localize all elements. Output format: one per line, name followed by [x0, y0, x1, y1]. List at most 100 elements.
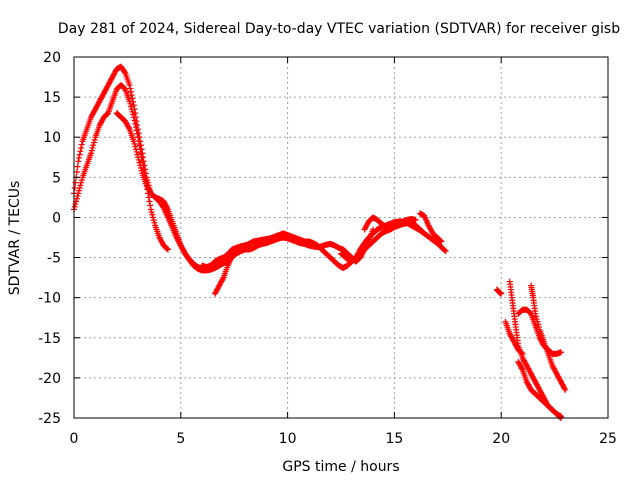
- data-point: [437, 237, 444, 244]
- data-point: [561, 385, 568, 392]
- data-point: [518, 365, 525, 372]
- data-point: [133, 148, 140, 155]
- data-point: [519, 350, 526, 357]
- data-point: [151, 219, 158, 226]
- data-point: [72, 201, 79, 208]
- data-point: [438, 238, 445, 245]
- data-point: [149, 211, 156, 218]
- data-point: [219, 275, 226, 282]
- data-point: [71, 203, 78, 210]
- data-point: [73, 168, 80, 175]
- data-point: [75, 158, 82, 165]
- data-point: [78, 179, 85, 186]
- data-point: [127, 85, 134, 92]
- series-track-n: [502, 318, 526, 357]
- data-point: [74, 163, 81, 170]
- data-point: [558, 349, 565, 356]
- data-point: [535, 321, 542, 328]
- data-point: [77, 182, 84, 189]
- data-point: [127, 88, 134, 95]
- data-point: [89, 144, 96, 151]
- series-track-l: [515, 358, 565, 420]
- data-point: [127, 100, 134, 107]
- y-tick-label: -20: [38, 371, 61, 387]
- y-tick-label: -25: [38, 411, 61, 427]
- data-point: [131, 117, 138, 124]
- data-point: [518, 350, 525, 357]
- chart-title: Day 281 of 2024, Sidereal Day-to-day VTE…: [58, 21, 620, 37]
- data-point: [90, 142, 97, 149]
- data-point: [137, 162, 144, 169]
- data-point: [145, 194, 152, 201]
- y-tick-label: 15: [43, 90, 61, 106]
- series-track-i: [493, 286, 505, 297]
- data-point: [75, 187, 82, 194]
- data-point: [135, 154, 142, 161]
- data-point: [129, 95, 136, 102]
- data-point: [131, 140, 138, 147]
- x-tick-label: 20: [492, 431, 510, 447]
- data-point: [534, 318, 541, 325]
- data-point: [130, 111, 137, 118]
- data-point: [562, 386, 569, 393]
- y-tick-label: 0: [52, 210, 61, 226]
- marks-layer: [71, 63, 569, 421]
- ticks-layer: [73, 56, 609, 419]
- data-point: [533, 313, 540, 320]
- data-point: [136, 159, 143, 166]
- x-tick-label: 25: [599, 431, 617, 447]
- data-point: [132, 124, 139, 131]
- data-point: [72, 179, 79, 186]
- series-track-a: [71, 63, 236, 271]
- x-tick-label: 10: [279, 431, 297, 447]
- data-point: [90, 139, 97, 146]
- data-point: [121, 68, 128, 75]
- y-tick-label: 20: [43, 50, 61, 66]
- series-track-b: [71, 82, 171, 253]
- x-tick-label: 15: [385, 431, 403, 447]
- y-tick-label: -10: [38, 291, 61, 307]
- data-point: [88, 147, 95, 154]
- x-axis-label: GPS time / hours: [282, 459, 399, 475]
- data-point: [132, 143, 139, 150]
- data-point: [135, 134, 142, 141]
- data-point: [133, 127, 140, 134]
- data-point: [73, 195, 80, 202]
- data-point: [76, 151, 83, 158]
- data-point: [147, 202, 154, 209]
- data-point: [127, 103, 134, 110]
- data-point: [134, 151, 141, 158]
- data-point: [77, 148, 84, 155]
- data-point: [148, 209, 155, 216]
- data-point: [442, 248, 449, 255]
- data-point: [78, 141, 85, 148]
- data-point: [535, 324, 542, 331]
- data-point: [533, 316, 540, 323]
- data-point: [164, 246, 171, 253]
- data-point: [130, 114, 137, 121]
- data-point: [164, 245, 171, 252]
- data-point: [136, 142, 143, 149]
- data-point: [76, 185, 83, 192]
- y-axis-label: SDTVAR / TECUs: [7, 181, 23, 296]
- data-point: [137, 164, 144, 171]
- data-point: [134, 130, 141, 137]
- data-point: [91, 136, 98, 143]
- plot-frame: [73, 56, 609, 419]
- y-tick-label: -5: [47, 251, 61, 267]
- grid-layer: [74, 57, 608, 418]
- data-point: [75, 190, 82, 197]
- data-point: [532, 310, 539, 317]
- data-point: [441, 247, 448, 254]
- y-tick-label: 5: [52, 170, 61, 186]
- data-point: [164, 205, 171, 212]
- data-point: [132, 146, 139, 153]
- data-point: [126, 82, 133, 89]
- data-point: [147, 206, 154, 213]
- data-point: [132, 120, 139, 127]
- series-track-h: [417, 210, 445, 245]
- data-point: [125, 124, 132, 131]
- data-point: [130, 102, 137, 109]
- data-point: [78, 177, 85, 184]
